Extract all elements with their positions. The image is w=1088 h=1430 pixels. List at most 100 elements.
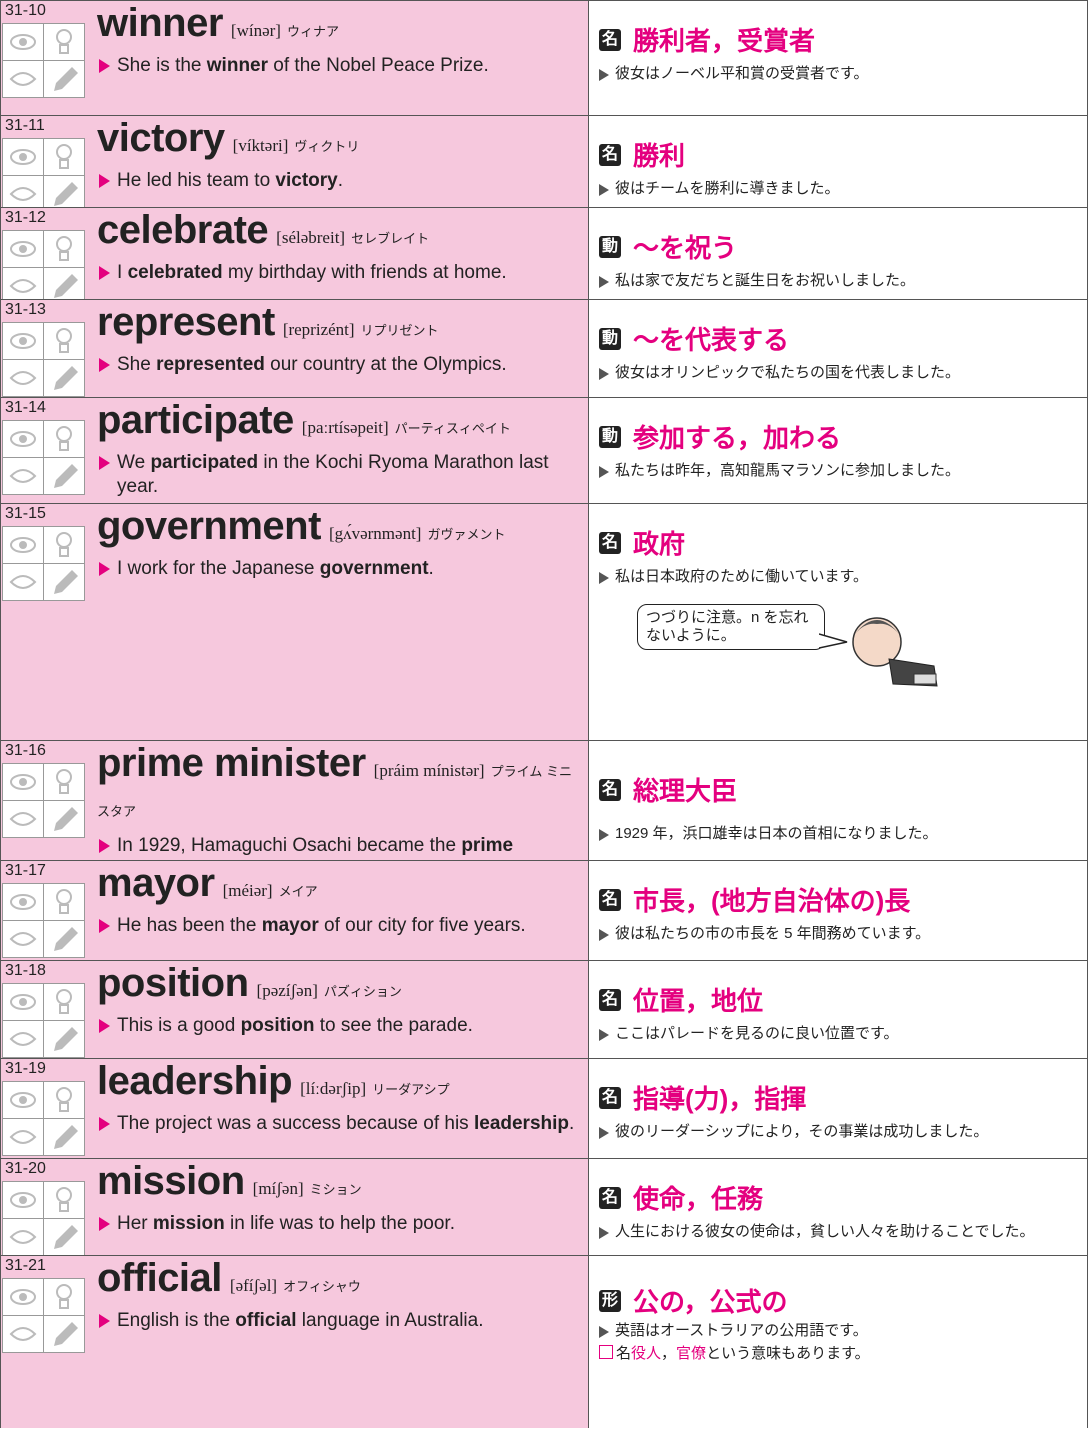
eye-icon xyxy=(10,333,36,349)
extra-note: 名役人，官僚という意味もあります。 xyxy=(599,1342,870,1363)
meaning-line: 動参加する，加わる xyxy=(599,418,841,455)
headword-line: leadership [líːdərʃip] リーダアシプ xyxy=(97,1061,583,1110)
headword: represent xyxy=(97,300,275,344)
mouth-icon xyxy=(9,575,37,589)
headword: victory xyxy=(97,116,225,160)
entry-left: 31-10 winner [wínər] ウィナア She is the winner… xyxy=(1,1,589,115)
eye-icon xyxy=(10,1192,36,1208)
pronunciation: [líːdərʃip] xyxy=(300,1079,367,1098)
eye-icon xyxy=(10,1092,36,1108)
eye-pupil xyxy=(19,778,27,786)
meaning-line: 名市長，(地方自治体の)長 xyxy=(599,881,910,918)
bulb-base xyxy=(59,1299,69,1309)
example-after: . xyxy=(569,1113,575,1134)
example-sentence: Her mission in life was to help the poor… xyxy=(97,1212,583,1236)
meaning: 指導(力)，指揮 xyxy=(633,1084,807,1114)
icon-cell xyxy=(2,1020,44,1058)
entry-id: 31-15 xyxy=(5,505,46,522)
eye-pupil xyxy=(19,541,27,549)
pencil-icon xyxy=(54,1027,78,1051)
example-before: I work for the Japanese xyxy=(117,558,320,579)
kana-reading: メイア xyxy=(278,884,318,899)
pencil-icon xyxy=(54,927,78,951)
example-after: language in Australia. xyxy=(296,1310,484,1331)
part-of-speech: 名 xyxy=(599,28,621,51)
example-sentence: English is the official language in Aust… xyxy=(97,1309,583,1333)
meaning-line: 名指導(力)，指揮 xyxy=(599,1079,806,1116)
eye-pupil xyxy=(19,245,27,253)
eye-icon xyxy=(10,149,36,165)
study-icons xyxy=(2,983,85,1058)
mouth-icon xyxy=(9,72,37,86)
entry-row: 31-13 represent [reprizént] リプリゼント She repr… xyxy=(1,299,1087,397)
bulb-base xyxy=(59,441,69,451)
mouth-icon xyxy=(9,371,37,385)
icon-grid xyxy=(2,1181,86,1262)
eye-pupil xyxy=(19,1293,27,1301)
bulb-base xyxy=(59,44,69,54)
kana-reading: リーダアシプ xyxy=(372,1082,450,1097)
entry-left: 31-17 mayor [méiər] メイア He has been the may… xyxy=(1,861,589,960)
icon-grid xyxy=(2,526,86,607)
pencil-icon xyxy=(54,182,78,206)
headword: position xyxy=(97,961,249,1005)
example-before: He led his team to xyxy=(117,170,276,191)
translation: 私は家で友だちと誕生日をお祝いしました。 xyxy=(599,268,1085,294)
kana-reading: パズィション xyxy=(323,984,402,999)
example-after: . xyxy=(428,558,434,579)
kana-reading: ウィナア xyxy=(286,24,339,39)
part-of-speech: 名 xyxy=(599,1086,621,1109)
study-icons xyxy=(2,763,85,838)
pencil-icon xyxy=(54,570,78,594)
entry-right: 動 ～を祝う 私は家で友だちと誕生日をお祝いしました。 xyxy=(589,208,1087,299)
headword: government xyxy=(97,504,321,548)
entry-body: participate [paːrtísəpeit] パーティスィペイト We par… xyxy=(97,400,583,499)
translation: 英語はオーストラリアの公用語です。 xyxy=(599,1318,1085,1344)
icon-grid xyxy=(2,23,86,104)
translation: 彼のリーダーシップにより，その事業は成功しました。 xyxy=(599,1119,1085,1145)
mouth-icon xyxy=(9,1130,37,1144)
entry-left: 31-21 official [əfíʃəl] オフィシャウ English is t… xyxy=(1,1256,589,1428)
entry-body: victory [víktəri] ヴィクトリ He led his team to … xyxy=(97,118,583,193)
icon-cell xyxy=(2,563,44,601)
entry-body: celebrate [séləbreit] セレブレイト I celebrated m… xyxy=(97,210,583,285)
study-icons xyxy=(2,1278,85,1353)
example-before: English is the xyxy=(117,1310,236,1331)
meaning: ～を代表する xyxy=(633,325,790,355)
example-keyword: position xyxy=(240,1015,315,1036)
kana-reading: プライム ミニスタア xyxy=(97,764,572,819)
mouth-icon xyxy=(9,1032,37,1046)
example-sentence: I work for the Japanese government. xyxy=(97,557,583,581)
headword-line: represent [reprizént] リプリゼント xyxy=(97,302,583,351)
icon-grid xyxy=(2,138,86,219)
meaning-line: 名位置，地位 xyxy=(599,981,763,1018)
entry-left: 31-20 mission [míʃən] ミション Her mission in l… xyxy=(1,1159,589,1256)
meaning-line: 名勝利者，受賞者 xyxy=(599,21,815,58)
bulb-base xyxy=(59,159,69,169)
meaning-line: 動 ～を代表する xyxy=(599,320,789,357)
example-keyword: victory xyxy=(275,170,338,191)
entry-right: 名政府 私は日本政府のために働いています。 つづりに注意。n を忘れないように。 xyxy=(589,504,1087,740)
eye-pupil xyxy=(19,1096,27,1104)
entry-id: 31-12 xyxy=(5,209,46,226)
meaning-line: 名総理大臣 xyxy=(599,771,737,808)
bulb-base xyxy=(59,1202,69,1212)
mouth-icon xyxy=(9,187,37,201)
headword-line: official [əfíʃəl] オフィシャウ xyxy=(97,1258,583,1307)
eye-pupil xyxy=(19,337,27,345)
eye-icon xyxy=(10,894,36,910)
entry-id: 31-13 xyxy=(5,301,46,318)
entry-left: 31-14 participate [paːrtísəpeit] パーティスィペイト… xyxy=(1,398,589,503)
pencil-icon xyxy=(54,1322,78,1346)
example-after: in the Kochi Ryoma Marathon last year. xyxy=(117,452,549,497)
translation: 1929 年，浜口雄幸は日本の首相になりました。 xyxy=(599,821,1085,847)
translation: ここはパレードを見るのに良い位置です。 xyxy=(599,1021,1085,1047)
meaning: 位置，地位 xyxy=(633,986,764,1016)
example-sentence: The project was a success because of his… xyxy=(97,1112,583,1136)
entry-row: 31-18 position [pəzíʃən] パズィション This is a g… xyxy=(1,960,1087,1058)
headword-line: winner [wínər] ウィナア xyxy=(97,3,583,52)
entry-right: 動参加する，加わる 私たちは昨年，高知龍馬マラソンに参加しました。 xyxy=(589,398,1087,503)
entry-row: 31-19 leadership [líːdərʃip] リーダアシプ The pro… xyxy=(1,1058,1087,1158)
